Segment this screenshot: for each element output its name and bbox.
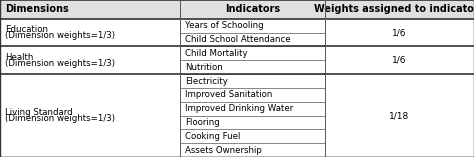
Text: Child Mortality: Child Mortality — [185, 49, 247, 58]
Text: Assets Ownership: Assets Ownership — [185, 146, 262, 155]
Text: (Dimension weights=1/3): (Dimension weights=1/3) — [5, 31, 115, 40]
Text: 1/18: 1/18 — [389, 111, 410, 120]
Text: Living Standard: Living Standard — [5, 108, 73, 117]
Text: (Dimension weights=1/3): (Dimension weights=1/3) — [5, 114, 115, 123]
Text: 1/6: 1/6 — [392, 28, 407, 37]
Text: Years of Schooling: Years of Schooling — [185, 21, 264, 30]
Text: Improved Drinking Water: Improved Drinking Water — [185, 104, 293, 113]
Text: Nutrition: Nutrition — [185, 63, 223, 72]
Text: Electricity: Electricity — [185, 76, 228, 86]
Text: Indicators: Indicators — [225, 4, 280, 14]
Text: (Dimension weights=1/3): (Dimension weights=1/3) — [5, 59, 115, 68]
Text: Improved Sanitation: Improved Sanitation — [185, 90, 272, 99]
Text: 1/6: 1/6 — [392, 56, 407, 65]
Text: Dimensions: Dimensions — [5, 4, 68, 14]
Text: Cooking Fuel: Cooking Fuel — [185, 132, 240, 141]
Text: Flooring: Flooring — [185, 118, 219, 127]
Text: Health: Health — [5, 53, 33, 62]
Text: Weights assigned to indicators: Weights assigned to indicators — [314, 4, 474, 14]
Text: Education: Education — [5, 25, 48, 34]
Text: Child School Attendance: Child School Attendance — [185, 35, 291, 44]
Bar — [0, 0, 474, 19]
